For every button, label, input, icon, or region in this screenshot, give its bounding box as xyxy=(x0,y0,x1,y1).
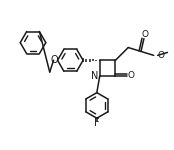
Text: O: O xyxy=(141,30,148,39)
Text: O: O xyxy=(128,72,135,81)
Text: N: N xyxy=(91,71,99,81)
Text: F: F xyxy=(94,118,100,128)
Text: O: O xyxy=(51,55,58,65)
Text: O: O xyxy=(158,51,165,60)
